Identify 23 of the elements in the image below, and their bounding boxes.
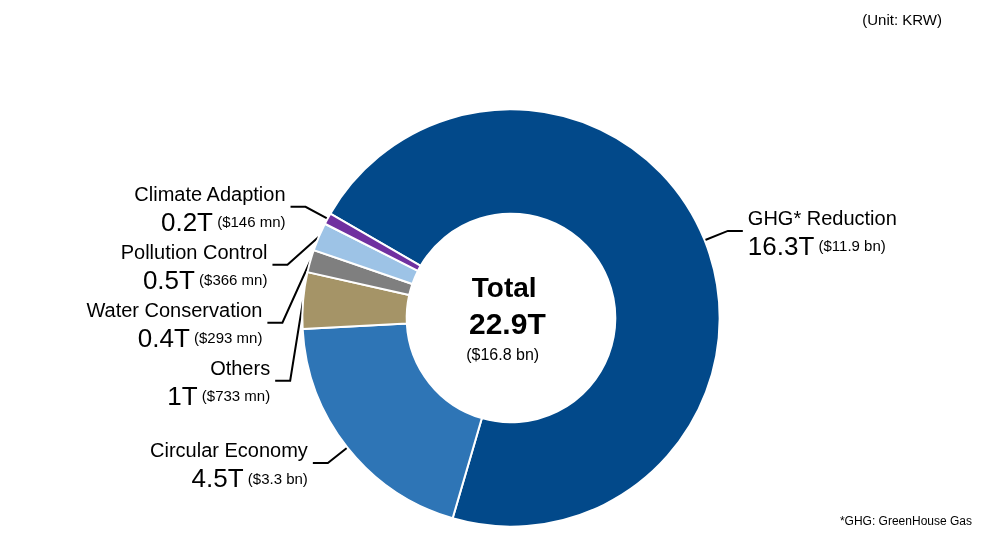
data-label: 0.2T (160, 206, 214, 237)
data-label: 0.5T (142, 264, 196, 295)
text: ($733 mn) (201, 387, 271, 405)
data-label: 16.3T (747, 230, 815, 261)
data-label: 4.5T (191, 463, 244, 494)
data-label: 1T (167, 380, 198, 411)
slice-label: Others (210, 356, 271, 379)
slice-label: Water Conservation (86, 298, 263, 321)
slice-label: GHG* Reduction (747, 206, 897, 229)
text: ($366 mn) (199, 271, 268, 289)
slice-label: Climate Adaption (134, 182, 286, 205)
text: ($3.3 bn) (247, 469, 308, 487)
text: *GHG: GreenHouse Gas (839, 514, 973, 528)
slice-label: Circular Economy (150, 439, 308, 462)
text: Total (471, 271, 537, 303)
text: ($11.9 bn) (818, 237, 886, 255)
text: ($293 mn) (194, 329, 263, 347)
text: ($146 mn) (217, 213, 286, 231)
slice-label: Pollution Control (120, 240, 268, 263)
text: (Unit: KRW) (862, 11, 943, 28)
text: 22.9T (469, 306, 546, 340)
data-label: 0.4T (137, 322, 190, 353)
text: ($16.8 bn) (466, 345, 540, 363)
